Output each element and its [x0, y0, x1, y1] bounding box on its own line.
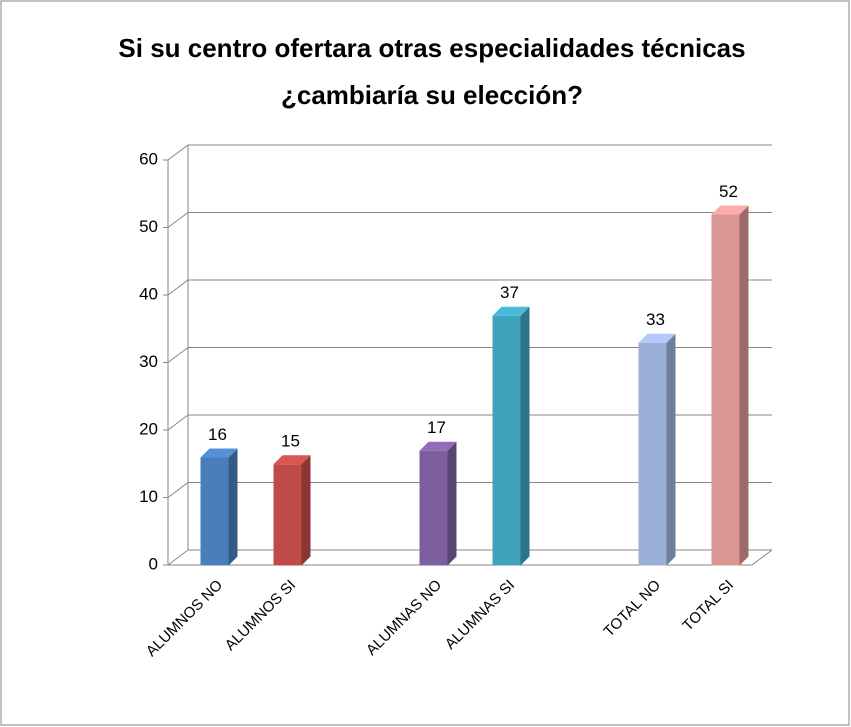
grid-line: [167, 482, 189, 498]
y-tick-label: 30: [139, 352, 158, 371]
bar-side: [739, 205, 749, 566]
y-tick-label: 60: [139, 149, 158, 168]
bar-top: [492, 306, 530, 316]
bar-top: [273, 455, 311, 465]
grid-line: [167, 279, 189, 296]
y-tick-label: 40: [139, 284, 158, 303]
bar: [273, 464, 302, 566]
bar-side: [301, 455, 311, 566]
bar-top: [200, 448, 238, 458]
bar: [638, 342, 667, 566]
data-label: 52: [719, 182, 738, 201]
grid-line: [167, 414, 189, 431]
y-tick-label: 50: [139, 217, 158, 236]
grid-line: [167, 549, 189, 566]
grid-line: [167, 347, 189, 363]
bar: [200, 457, 229, 566]
bar: [492, 315, 521, 566]
bar-side: [520, 306, 530, 566]
grid-line: [167, 144, 189, 161]
bar-side: [666, 333, 676, 566]
bar-side: [228, 448, 238, 566]
bar-top: [419, 441, 457, 451]
grid-line: [167, 212, 189, 228]
data-label: 37: [500, 283, 519, 302]
data-label: 17: [427, 418, 446, 437]
bar: [419, 450, 448, 566]
axis-line: [751, 549, 773, 566]
data-label: 33: [646, 310, 665, 329]
bar: [711, 214, 740, 566]
chart-title: Si su centro ofertara otras especialidad…: [118, 33, 745, 63]
y-tick-label: 10: [139, 487, 158, 506]
bar-top: [638, 333, 676, 343]
data-label: 16: [208, 425, 227, 444]
y-tick-label: 0: [149, 554, 158, 573]
y-tick-label: 20: [139, 419, 158, 438]
chart-title: ¿cambiaría su elección?: [281, 80, 583, 110]
bar-side: [447, 441, 457, 566]
bar-top: [711, 205, 749, 215]
data-label: 15: [281, 432, 300, 451]
